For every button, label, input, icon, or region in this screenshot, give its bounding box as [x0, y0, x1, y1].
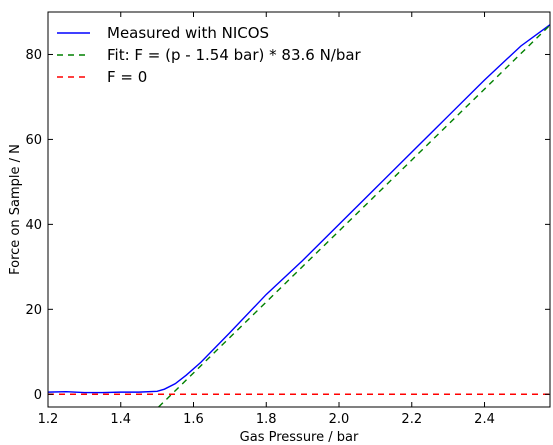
x-tick-label: 1.6 — [183, 412, 204, 427]
x-tick-label: 1.8 — [256, 412, 277, 427]
y-tick-label: 80 — [25, 48, 42, 63]
series-line-1 — [158, 24, 550, 407]
y-tick-label: 0 — [34, 388, 42, 403]
ticks-layer: 1.2 1.4 1.6 1.8 2.0 2.2 2.4 0 20 40 60 80 — [25, 12, 550, 427]
y-axis-label: Force on Sample / N — [8, 144, 23, 275]
series-line-0 — [48, 24, 550, 394]
y-tick-label: 20 — [25, 303, 42, 318]
legend: Measured with NICOS Fit: F = (p - 1.54 ba… — [57, 24, 362, 86]
x-tick-label: 2.0 — [329, 412, 350, 427]
legend-label-0: Measured with NICOS — [107, 24, 269, 42]
y-tick-label: 40 — [25, 218, 42, 233]
x-axis-label: Gas Pressure / bar — [240, 430, 359, 445]
x-tick-label: 1.2 — [38, 412, 59, 427]
x-tick-label: 2.2 — [401, 412, 422, 427]
x-tick-label: 2.4 — [474, 412, 495, 427]
x-tick-label: 1.4 — [110, 412, 131, 427]
y-tick-label: 60 — [25, 133, 42, 148]
legend-label-1: Fit: F = (p - 1.54 bar) * 83.6 N/bar — [107, 46, 362, 64]
legend-label-2: F = 0 — [107, 68, 147, 86]
plot-frame — [47, 11, 551, 408]
series-layer — [48, 24, 550, 407]
